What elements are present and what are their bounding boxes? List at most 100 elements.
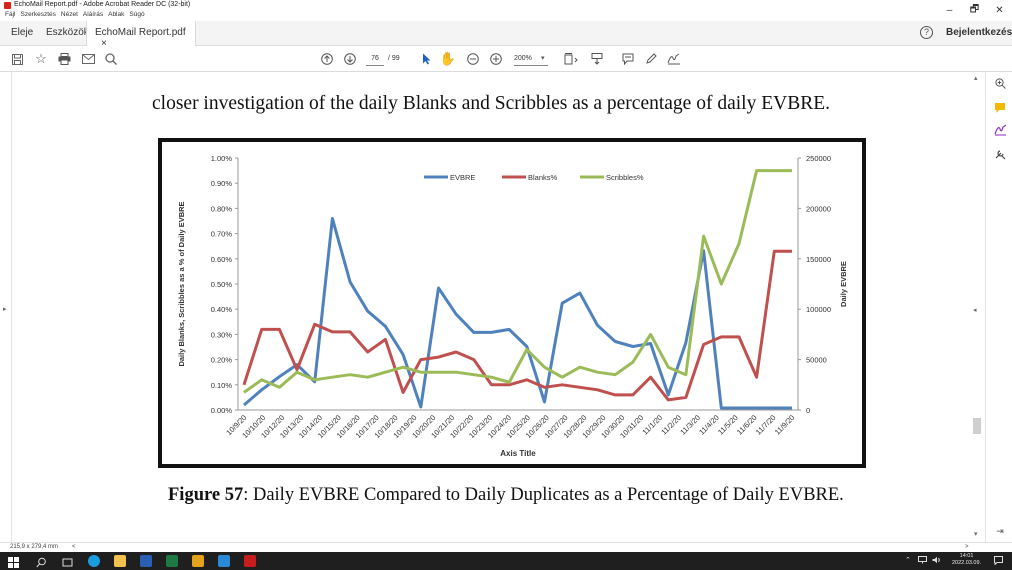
start-windows-icon[interactable] xyxy=(8,555,20,568)
scroll-down-icon[interactable]: ▾ xyxy=(974,531,978,538)
legend-label: Scribbles% xyxy=(606,173,644,182)
series-line-scribbles- xyxy=(243,169,792,394)
acrobat-taskbar-icon[interactable] xyxy=(244,555,256,567)
y-tick-label: 0.50% xyxy=(211,280,233,289)
excel-icon[interactable] xyxy=(166,555,178,567)
select-cursor-icon[interactable] xyxy=(420,51,432,67)
y-tick-label: 0.00% xyxy=(211,406,233,415)
series-line-blanks- xyxy=(242,249,792,402)
next-page-icon[interactable] xyxy=(343,51,357,67)
y2-tick-label: 0 xyxy=(806,406,810,415)
legend-label: Blanks% xyxy=(528,173,558,182)
close-window-button[interactable]: ✕ xyxy=(995,4,1004,16)
outlook-icon[interactable] xyxy=(192,555,204,567)
tray-chevron-icon[interactable]: ⌃ xyxy=(905,557,911,564)
zoom-tool-icon[interactable] xyxy=(993,78,1007,92)
close-tab-icon[interactable]: × xyxy=(101,38,107,49)
menu-edit[interactable]: Szerkesztés xyxy=(20,11,56,18)
previous-page-icon[interactable] xyxy=(320,51,334,67)
save-icon[interactable] xyxy=(10,51,24,67)
status-bar: 215,9 x 279,4 mm < > xyxy=(0,542,1012,552)
more-tools-icon[interactable] xyxy=(993,148,1007,162)
y2-tick-label: 50000 xyxy=(806,356,827,365)
help-icon[interactable]: ? xyxy=(920,26,933,39)
collapse-right-panel-icon[interactable]: ◂ xyxy=(973,307,977,314)
menu-window[interactable]: Ablak xyxy=(108,11,125,18)
zoom-in-icon[interactable] xyxy=(489,51,503,67)
page-number-input[interactable]: 76 xyxy=(366,52,384,66)
file-explorer-icon[interactable] xyxy=(114,555,126,567)
y-tick-label: 0.90% xyxy=(211,179,233,188)
y2-tick-label: 100000 xyxy=(806,305,831,314)
collapse-tools-icon[interactable]: ⇥ xyxy=(996,526,1004,536)
legend-label: EVBRE xyxy=(450,173,475,182)
print-icon[interactable] xyxy=(56,51,72,67)
volume-icon[interactable] xyxy=(932,556,942,566)
x-tick-label: 11/2/20 xyxy=(659,413,683,437)
sign-in-button[interactable]: Bejelentkezés xyxy=(946,27,1012,38)
y-tick-label: 0.60% xyxy=(211,255,233,264)
fill-sign-tool-icon[interactable] xyxy=(993,124,1007,138)
maximize-button[interactable]: 🗗 xyxy=(969,3,980,15)
tab-document[interactable]: EchoMail Report.pdf × xyxy=(86,21,196,49)
title-bar: EchoMail Report.pdf - Adobe Acrobat Read… xyxy=(0,0,1012,11)
figure-caption: Figure 57: Daily EVBRE Compared to Daily… xyxy=(168,485,844,506)
menu-help[interactable]: Súgó xyxy=(129,11,145,18)
tab-home[interactable]: Eleje xyxy=(11,27,34,38)
window-controls: – 🗗 ✕ xyxy=(937,0,1012,20)
remote-desktop-icon[interactable] xyxy=(218,555,230,567)
scroll-right-icon[interactable]: > xyxy=(965,544,969,550)
tab-tools[interactable]: Eszközök xyxy=(46,27,89,38)
windows-taskbar: ⌃ 14:01 2022.03.09. xyxy=(0,552,1012,570)
x-tick-label: 11/9/20 xyxy=(773,413,797,437)
window-title: EchoMail Report.pdf - Adobe Acrobat Read… xyxy=(14,1,191,8)
hand-tool-icon[interactable]: ✋ xyxy=(439,51,457,66)
comment-tool-icon[interactable] xyxy=(993,102,1007,116)
menu-file[interactable]: Fájl xyxy=(5,11,16,18)
tab-document-label: EchoMail Report.pdf xyxy=(95,27,186,38)
right-tools-panel: ⇥ xyxy=(985,72,1012,542)
menu-view[interactable]: Nézet xyxy=(60,11,78,18)
y-tick-label: 0.10% xyxy=(211,381,233,390)
y-tick-label: 0.30% xyxy=(211,330,233,339)
zoom-out-icon[interactable] xyxy=(466,51,480,67)
scrollbar-thumb[interactable] xyxy=(973,418,981,434)
task-view-icon[interactable] xyxy=(62,555,74,567)
clock-time: 14:01 xyxy=(959,553,974,559)
search-icon[interactable] xyxy=(103,51,119,67)
email-icon[interactable] xyxy=(80,51,96,67)
figure-caption-label: Figure 57 xyxy=(168,485,244,505)
y-tick-label: 1.00% xyxy=(211,154,233,163)
network-icon[interactable] xyxy=(918,556,927,566)
scroll-left-icon[interactable]: < xyxy=(72,544,76,550)
x-tick-label: 11/3/20 xyxy=(678,413,702,437)
notifications-icon[interactable] xyxy=(994,556,1003,567)
bookmark-star-icon[interactable]: ☆ xyxy=(35,51,47,66)
sign-icon[interactable] xyxy=(666,51,682,67)
zoom-dropdown-icon[interactable]: ▾ xyxy=(541,55,545,62)
minimize-button[interactable]: – xyxy=(946,4,953,16)
expand-left-panel-icon[interactable]: ▸ xyxy=(3,306,7,313)
left-panel-rail: ▸ xyxy=(0,72,12,542)
y-tick-label: 0.40% xyxy=(211,305,233,314)
y-tick-label: 0.20% xyxy=(211,356,233,365)
edge-browser-icon[interactable] xyxy=(88,555,100,567)
y2-tick-label: 250000 xyxy=(806,154,831,163)
menu-sign[interactable]: Aláírás xyxy=(82,11,104,18)
clock-date: 2022.03.09. xyxy=(952,560,982,566)
scroll-up-icon[interactable]: ▴ xyxy=(974,75,978,82)
word-icon[interactable] xyxy=(140,555,152,567)
scroll-mode-icon[interactable] xyxy=(589,51,605,67)
fit-page-icon[interactable] xyxy=(562,51,580,67)
taskbar-search-icon[interactable] xyxy=(36,555,48,568)
acrobat-app-icon xyxy=(4,2,11,9)
taskbar-clock[interactable]: 14:01 2022.03.09. xyxy=(952,553,981,567)
toolbar: ☆ 76 / 99 ✋ 200% ▾ xyxy=(0,46,1012,72)
x-tick-label: 11/7/20 xyxy=(754,413,778,437)
vertical-scrollbar[interactable]: ▴ ▾ xyxy=(971,72,983,542)
y-tick-label: 0.70% xyxy=(211,230,233,239)
comment-icon[interactable] xyxy=(620,51,636,67)
zoom-level-field[interactable]: 200% xyxy=(514,52,548,66)
highlight-pen-icon[interactable] xyxy=(643,51,659,67)
